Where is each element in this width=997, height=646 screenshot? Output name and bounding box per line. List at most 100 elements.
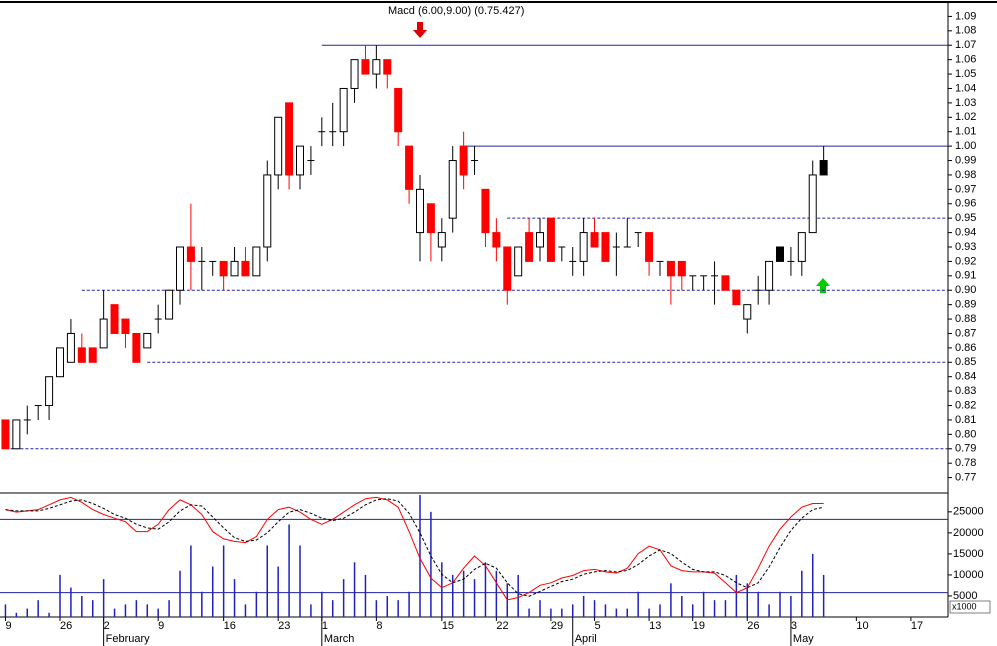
candle-body bbox=[372, 59, 381, 75]
y-tick-label: 0.88 bbox=[955, 313, 976, 325]
candle-body bbox=[285, 102, 294, 176]
candle-body bbox=[732, 289, 741, 306]
month-label: May bbox=[793, 633, 814, 645]
candle-body bbox=[666, 260, 675, 277]
volume-tick-label: 20000 bbox=[953, 527, 984, 539]
buy-arrow bbox=[816, 278, 830, 293]
y-tick-label: 0.96 bbox=[955, 198, 976, 210]
y-tick-label: 0.94 bbox=[955, 226, 976, 238]
candle-body bbox=[514, 246, 523, 277]
candle-body bbox=[66, 332, 75, 363]
y-tick-label: 1.02 bbox=[955, 111, 976, 123]
y-tick-label: 1.05 bbox=[955, 68, 976, 80]
y-tick-label: 0.78 bbox=[955, 457, 976, 469]
candle-body bbox=[110, 304, 119, 334]
candle-body bbox=[45, 376, 54, 407]
y-tick-label: 1.00 bbox=[955, 140, 976, 152]
x-tick-label: 26 bbox=[60, 620, 72, 632]
y-tick-label: 1.01 bbox=[955, 126, 976, 138]
candle-body bbox=[77, 347, 86, 363]
candle-body bbox=[274, 116, 283, 176]
oscillator-line bbox=[5, 496, 824, 601]
candle-body bbox=[601, 232, 610, 262]
candle-body bbox=[252, 246, 261, 277]
candle-body bbox=[1, 419, 10, 450]
y-tick-label: 0.79 bbox=[955, 443, 976, 455]
x-tick-label: 19 bbox=[693, 620, 705, 632]
candle-body bbox=[503, 246, 512, 291]
y-tick-label: 0.86 bbox=[955, 342, 976, 354]
y-tick-label: 0.89 bbox=[955, 299, 976, 311]
candle-body bbox=[590, 232, 599, 248]
y-tick-label: 1.04 bbox=[955, 82, 976, 94]
y-tick-label: 1.09 bbox=[955, 10, 976, 22]
candle-body bbox=[481, 188, 490, 234]
candle-body bbox=[56, 347, 64, 378]
sell-arrow bbox=[413, 22, 427, 38]
volume-tick-label: 5000 bbox=[953, 590, 977, 602]
candle-body bbox=[765, 260, 774, 291]
candle-body bbox=[721, 275, 730, 291]
y-tick-label: 0.82 bbox=[955, 399, 976, 411]
volume-unit: x1000 bbox=[952, 601, 977, 611]
y-tick-label: 1.03 bbox=[955, 97, 976, 109]
candle-body bbox=[405, 145, 414, 190]
candle-body bbox=[350, 59, 359, 89]
y-tick-label: 0.98 bbox=[955, 169, 976, 181]
y-tick-label: 0.84 bbox=[955, 371, 976, 383]
candle-body bbox=[819, 160, 828, 176]
x-tick-label: 23 bbox=[278, 620, 290, 632]
y-tick-label: 0.93 bbox=[955, 241, 976, 253]
y-tick-label: 0.99 bbox=[955, 154, 976, 166]
month-label: February bbox=[106, 633, 151, 645]
x-tick-label: 16 bbox=[224, 620, 236, 632]
x-tick-label: 17 bbox=[911, 620, 923, 632]
chart-title: Macd (6.00,9.00) (0.75.427) bbox=[388, 5, 524, 17]
volume-tick-label: 10000 bbox=[953, 569, 984, 581]
x-tick-label: 8 bbox=[376, 620, 382, 632]
x-tick-label: 15 bbox=[442, 620, 454, 632]
candle-body bbox=[808, 174, 817, 234]
candle-body bbox=[645, 232, 654, 262]
unit-box bbox=[949, 600, 991, 614]
candle-body bbox=[12, 419, 21, 450]
y-tick-label: 0.87 bbox=[955, 327, 976, 339]
candle-body bbox=[88, 347, 97, 363]
candle-body bbox=[132, 332, 141, 363]
candle-body bbox=[296, 145, 304, 176]
candle-body bbox=[426, 203, 435, 234]
y-tick-label: 0.90 bbox=[955, 284, 976, 296]
y-tick-label: 1.08 bbox=[955, 25, 976, 37]
x-tick-label: 13 bbox=[649, 620, 661, 632]
candle-body bbox=[361, 59, 370, 75]
candle-body bbox=[339, 87, 348, 133]
candle-body bbox=[219, 260, 228, 277]
candle-body bbox=[536, 232, 544, 248]
y-tick-label: 0.80 bbox=[955, 428, 976, 440]
y-tick-label: 0.77 bbox=[955, 471, 976, 483]
x-tick-label: 5 bbox=[595, 620, 601, 632]
y-tick-label: 1.06 bbox=[955, 54, 976, 66]
volume-tick-label: 15000 bbox=[953, 548, 984, 560]
y-tick-label: 0.95 bbox=[955, 212, 976, 224]
y-tick-label: 0.91 bbox=[955, 270, 976, 282]
candle-body bbox=[241, 260, 250, 277]
candle-body bbox=[546, 217, 555, 262]
candle-body bbox=[459, 145, 468, 176]
candle-body bbox=[492, 232, 501, 248]
x-tick-label: 3 bbox=[791, 620, 797, 632]
candle-body bbox=[165, 289, 174, 320]
candle-body bbox=[448, 160, 457, 219]
y-tick-label: 0.83 bbox=[955, 385, 976, 397]
x-tick-label: 9 bbox=[5, 620, 11, 632]
candle-body bbox=[394, 87, 403, 133]
candle-body bbox=[121, 318, 130, 334]
x-tick-label: 1 bbox=[322, 620, 328, 632]
volume-tick-label: 25000 bbox=[953, 506, 984, 518]
candle-body bbox=[176, 246, 184, 291]
candle-body bbox=[437, 232, 446, 248]
candle-body bbox=[416, 188, 424, 234]
candle-body bbox=[143, 332, 152, 349]
y-tick-label: 0.81 bbox=[955, 414, 976, 426]
